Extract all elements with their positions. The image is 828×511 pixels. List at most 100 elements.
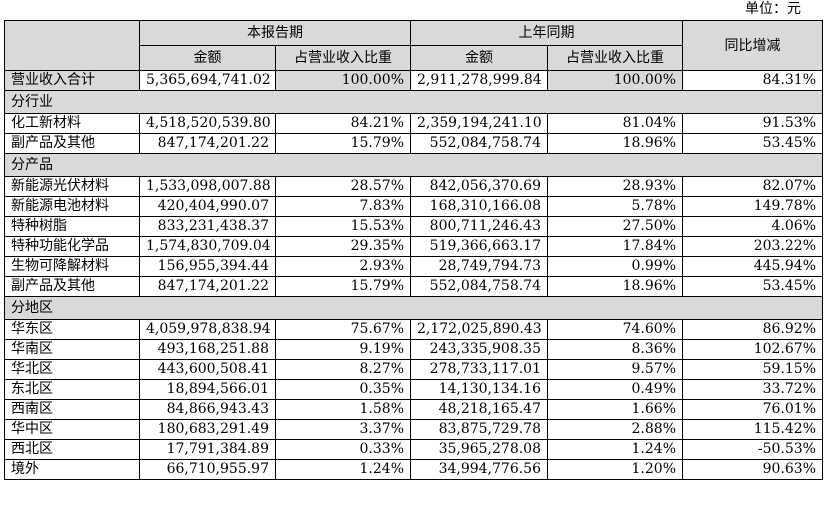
cell-current-amount: 84,866,943.43 bbox=[139, 399, 276, 420]
cell-prior-share: 8.36% bbox=[547, 339, 683, 360]
cell-prior-share: 81.04% bbox=[547, 113, 683, 134]
section-header-row: 分产品 bbox=[4, 153, 823, 177]
cell-yoy: 115.42% bbox=[682, 419, 823, 440]
table-row: 境外 66,710,955.97 1.24% 34,994,776.56 1.20% 90… bbox=[4, 459, 823, 480]
cell-current-amount: 156,955,394.44 bbox=[139, 256, 276, 277]
cell-current-amount: 4,518,520,539.80 bbox=[139, 113, 276, 134]
cell-current-amount: 180,683,291.49 bbox=[139, 419, 276, 440]
cell-label: 化工新材料 bbox=[4, 113, 140, 134]
section-title: 分行业 bbox=[4, 90, 823, 114]
table-row: 西南区 84,866,943.43 1.58% 48,218,165.47 1.66% 7… bbox=[4, 399, 823, 420]
cell-prior-share: 0.49% bbox=[547, 379, 683, 400]
table-row: 东北区 18,894,566.01 0.35% 14,130,134.16 0.49% 3… bbox=[4, 379, 823, 400]
total-current-share: 100.00% bbox=[275, 70, 411, 91]
prior-period-header: 上年同期 bbox=[410, 20, 683, 46]
cell-label: 华东区 bbox=[4, 319, 140, 340]
cell-label: 特种功能化学品 bbox=[4, 236, 140, 257]
section-header-row: 分行业 bbox=[4, 90, 823, 114]
cell-prior-share: 5.78% bbox=[547, 196, 683, 217]
cell-label: 西北区 bbox=[4, 439, 140, 460]
total-label: 营业收入合计 bbox=[4, 70, 140, 91]
cell-label: 华南区 bbox=[4, 339, 140, 360]
cell-yoy: 149.78% bbox=[682, 196, 823, 217]
total-current-amount: 5,365,694,741.02 bbox=[139, 70, 276, 91]
cell-current-share: 75.67% bbox=[275, 319, 411, 340]
cell-prior-share: 18.96% bbox=[547, 276, 683, 297]
section-header-row: 分地区 bbox=[4, 296, 823, 320]
current-amount-header: 金额 bbox=[139, 45, 276, 71]
cell-prior-share: 1.20% bbox=[547, 459, 683, 480]
cell-prior-amount: 243,335,908.35 bbox=[410, 339, 548, 360]
cell-label: 西南区 bbox=[4, 399, 140, 420]
cell-yoy: 102.67% bbox=[682, 339, 823, 360]
cell-current-share: 1.58% bbox=[275, 399, 411, 420]
table-row: 华北区 443,600,508.41 8.27% 278,733,117.01 9.57… bbox=[4, 359, 823, 380]
cell-yoy: 76.01% bbox=[682, 399, 823, 420]
cell-prior-share: 18.96% bbox=[547, 133, 683, 154]
cell-current-share: 7.83% bbox=[275, 196, 411, 217]
current-share-header: 占营业收入比重 bbox=[275, 45, 411, 71]
cell-yoy: 90.63% bbox=[682, 459, 823, 480]
cell-current-share: 29.35% bbox=[275, 236, 411, 257]
cell-label: 东北区 bbox=[4, 379, 140, 400]
cell-prior-amount: 278,733,117.01 bbox=[410, 359, 548, 380]
table-row: 副产品及其他 847,174,201.22 15.79% 552,084,758.74… bbox=[4, 276, 823, 297]
cell-current-share: 15.53% bbox=[275, 216, 411, 237]
cell-yoy: 445.94% bbox=[682, 256, 823, 277]
table-row: 生物可降解材料 156,955,394.44 2.93% 28,749,794.73 0… bbox=[4, 256, 823, 277]
cell-yoy: 91.53% bbox=[682, 113, 823, 134]
header-row-2: 金额 占营业收入比重 金额 占营业收入比重 bbox=[5, 45, 823, 71]
cell-current-share: 0.35% bbox=[275, 379, 411, 400]
cell-current-amount: 66,710,955.97 bbox=[139, 459, 276, 480]
section-title: 分产品 bbox=[4, 153, 823, 177]
total-prior-share: 100.00% bbox=[547, 70, 683, 91]
prior-share-header: 占营业收入比重 bbox=[547, 45, 683, 71]
cell-current-amount: 833,231,438.37 bbox=[139, 216, 276, 237]
cell-current-share: 15.79% bbox=[275, 276, 411, 297]
cell-label: 境外 bbox=[4, 459, 140, 480]
cell-prior-share: 17.84% bbox=[547, 236, 683, 257]
unit-label: 单位：元 bbox=[745, 1, 801, 17]
cell-current-amount: 420,404,990.07 bbox=[139, 196, 276, 217]
cell-label: 副产品及其他 bbox=[4, 133, 140, 154]
cell-prior-amount: 28,749,794.73 bbox=[410, 256, 548, 277]
cell-prior-share: 27.50% bbox=[547, 216, 683, 237]
cell-yoy: 82.07% bbox=[682, 176, 823, 197]
cell-prior-amount: 552,084,758.74 bbox=[410, 276, 548, 297]
cell-current-share: 28.57% bbox=[275, 176, 411, 197]
cell-prior-amount: 2,359,194,241.10 bbox=[410, 113, 548, 134]
cell-prior-amount: 34,994,776.56 bbox=[410, 459, 548, 480]
cell-current-amount: 847,174,201.22 bbox=[139, 133, 276, 154]
cell-label: 副产品及其他 bbox=[4, 276, 140, 297]
current-period-header: 本报告期 bbox=[139, 20, 411, 46]
cell-label: 华北区 bbox=[4, 359, 140, 380]
table-row: 特种功能化学品 1,574,830,709.04 29.35% 519,366,663… bbox=[4, 236, 823, 257]
cell-current-share: 1.24% bbox=[275, 459, 411, 480]
cell-prior-share: 74.60% bbox=[547, 319, 683, 340]
cell-current-amount: 847,174,201.22 bbox=[139, 276, 276, 297]
table-body: 本报告期 上年同期 同比增减 金额 占营业收入比重 金额 占营业收入比重 营业收… bbox=[4, 20, 823, 480]
table-row: 副产品及其他 847,174,201.22 15.79% 552,084,758.74… bbox=[4, 133, 823, 154]
cell-yoy: 4.06% bbox=[682, 216, 823, 237]
cell-yoy: 59.15% bbox=[682, 359, 823, 380]
table-row: 华东区 4,059,978,838.94 75.67% 2,172,025,890.4… bbox=[4, 319, 823, 340]
cell-label: 生物可降解材料 bbox=[4, 256, 140, 277]
table-row: 新能源电池材料 420,404,990.07 7.83% 168,310,166.08… bbox=[4, 196, 823, 217]
cell-prior-amount: 552,084,758.74 bbox=[410, 133, 548, 154]
revenue-breakdown-table: 本报告期 上年同期 同比增减 金额 占营业收入比重 金额 占营业收入比重 营业收… bbox=[4, 20, 823, 480]
cell-prior-amount: 2,172,025,890.43 bbox=[410, 319, 548, 340]
total-row: 营业收入合计 5,365,694,741.02 100.00% 2,911,27… bbox=[4, 70, 823, 91]
cell-current-amount: 493,168,251.88 bbox=[139, 339, 276, 360]
cell-yoy: -50.53% bbox=[682, 439, 823, 460]
table-row: 华中区 180,683,291.49 3.37% 83,875,729.78 2.88%… bbox=[4, 419, 823, 440]
cell-prior-amount: 35,965,278.08 bbox=[410, 439, 548, 460]
cell-prior-amount: 842,056,370.69 bbox=[410, 176, 548, 197]
cell-current-share: 84.21% bbox=[275, 113, 411, 134]
cell-prior-share: 28.93% bbox=[547, 176, 683, 197]
corner-header-cell bbox=[4, 20, 140, 71]
cell-current-share: 3.37% bbox=[275, 419, 411, 440]
cell-current-amount: 1,574,830,709.04 bbox=[139, 236, 276, 257]
total-yoy: 84.31% bbox=[682, 70, 823, 91]
cell-label: 新能源电池材料 bbox=[4, 196, 140, 217]
cell-current-share: 9.19% bbox=[275, 339, 411, 360]
